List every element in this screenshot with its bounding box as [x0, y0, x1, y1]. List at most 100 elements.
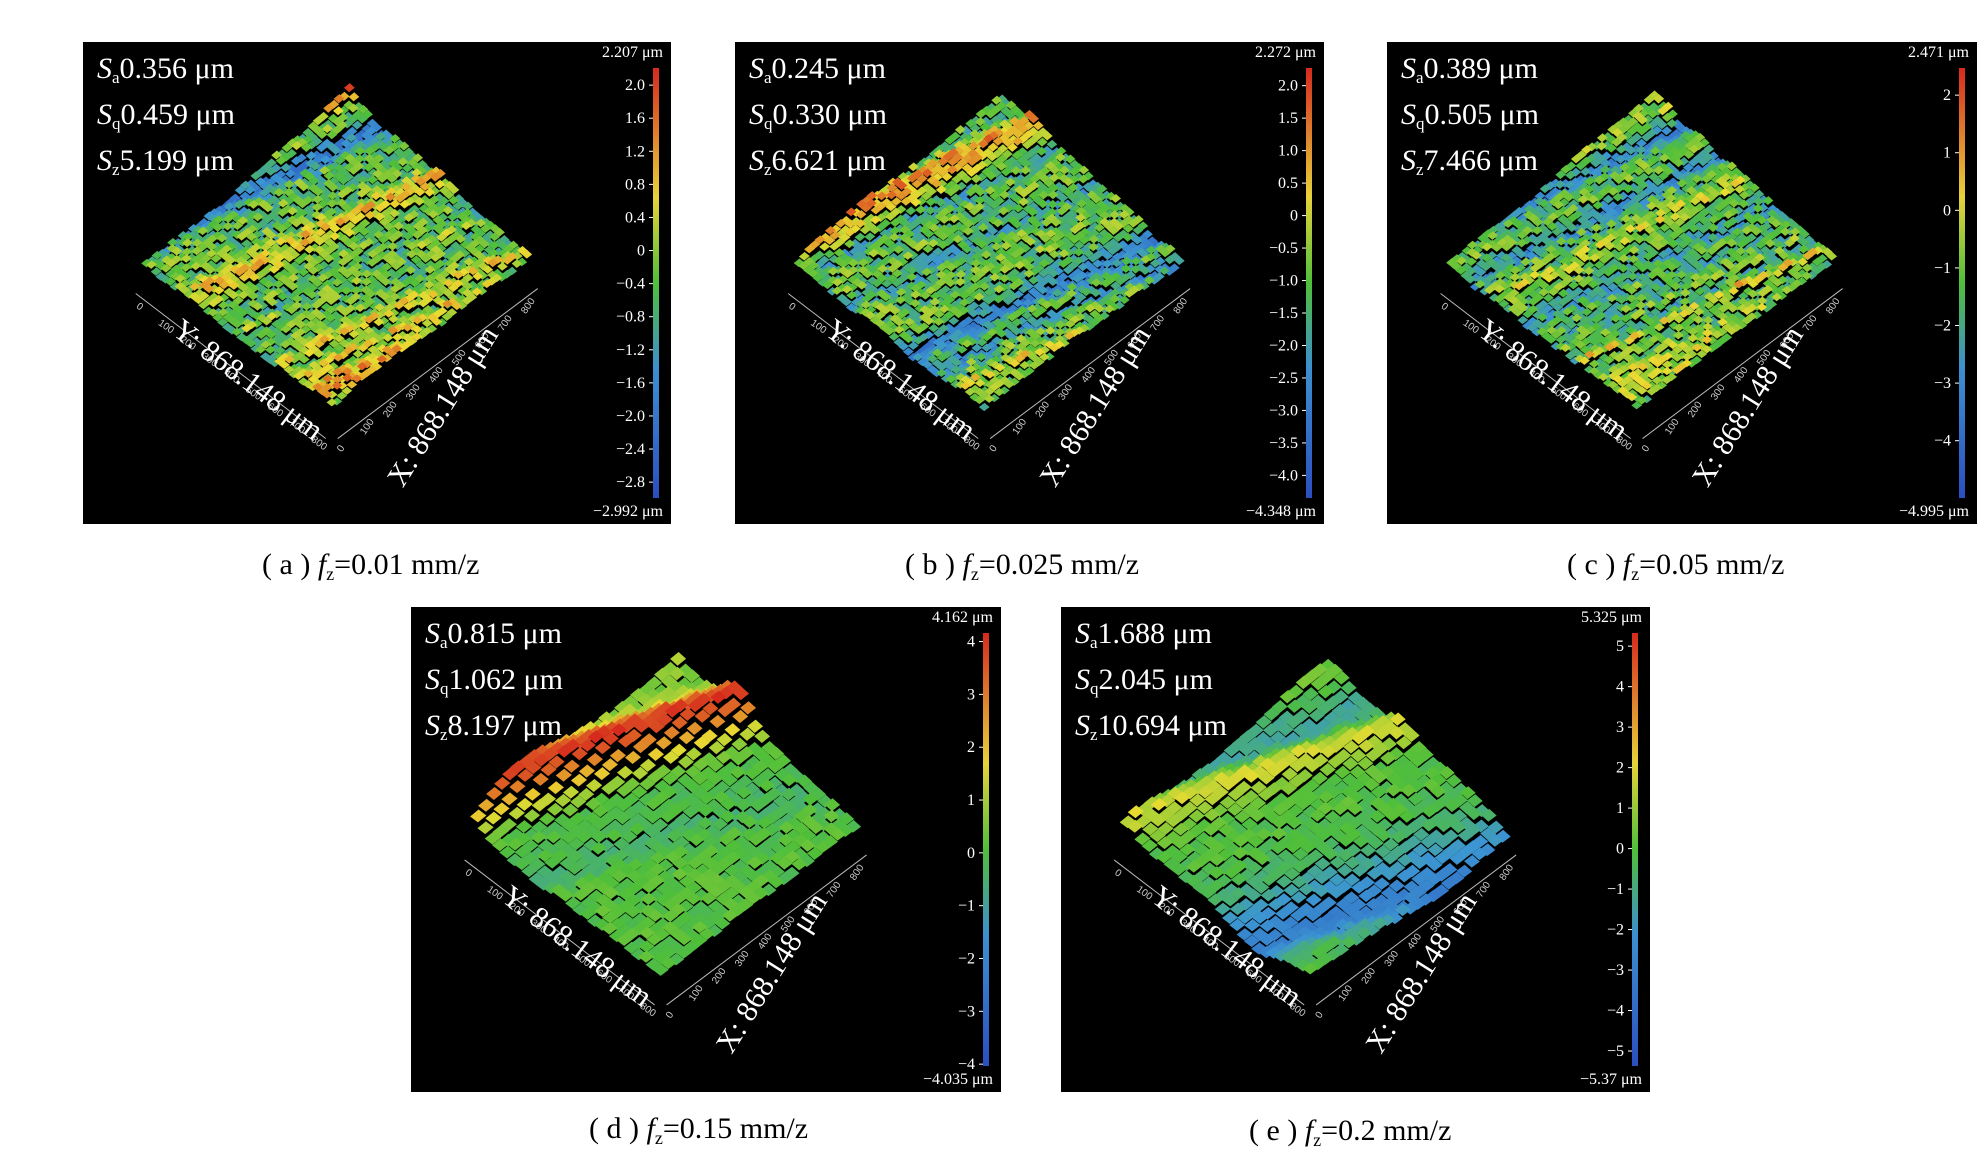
x-axis-tick-label: 800 [1172, 296, 1191, 316]
colorbar-tick-label: 4 [1616, 679, 1624, 696]
sq-value: 1.062 μm [448, 663, 563, 696]
surface-mesh [793, 94, 1185, 412]
caption-letter: d [606, 1112, 622, 1145]
colorbar-tick-label: −3 [1607, 962, 1624, 979]
roughness-stats-e: Sa1.688 μm Sq2.045 μm Sz10.694 μm [1075, 617, 1227, 744]
y-axis-line [464, 859, 655, 1006]
colorbar-tick-label: −1.2 [616, 342, 645, 359]
y-axis-tick-label: 0 [134, 301, 145, 313]
sq-value: 0.459 μm [120, 98, 235, 131]
colorbar-tick-label: −2 [1607, 922, 1624, 939]
x-axis-tick-label: 200 [1686, 399, 1705, 419]
colorbar-tick-label: −4 [1934, 433, 1951, 450]
caption-value: =0.05 mm/z [1639, 548, 1785, 581]
sq-value: 0.330 μm [772, 98, 887, 131]
x-axis-tick-label: 300 [733, 949, 752, 969]
sa-value: 0.356 μm [119, 52, 234, 85]
colorbar-tick-label: −2.0 [616, 408, 645, 425]
colorbar-tick-label: −3 [1934, 375, 1951, 392]
colorbar-max-label: 5.325 μm [1580, 609, 1642, 626]
colorbar-tick-label: −0.4 [616, 276, 645, 293]
x-axis-tick-label: 100 [358, 417, 377, 437]
colorbar-tick-label: −2.0 [1269, 337, 1298, 354]
y-axis-line [135, 293, 327, 439]
x-axis-line [666, 854, 867, 1006]
colorbar [653, 68, 659, 498]
colorbar-tick-label: 2 [1616, 760, 1624, 777]
x-axis-tick-label: 100 [687, 983, 706, 1003]
colorbar-max-label: 2.471 μm [1907, 44, 1969, 61]
colorbar-max-label: 4.162 μm [931, 609, 993, 626]
colorbar-max-label: 2.272 μm [1254, 44, 1316, 61]
colorbar-tick-label: 0.4 [625, 209, 645, 226]
x-axis-tick-label: 800 [1498, 862, 1517, 882]
caption-letter: e [1266, 1114, 1280, 1147]
caption-value: =0.025 mm/z [978, 548, 1140, 581]
caption-c: ( c ) fz=0.05 mm/z [1567, 548, 1785, 584]
colorbar-tick-label: −2.4 [616, 441, 645, 458]
colorbar-tick-label: −1.6 [616, 375, 645, 392]
x-axis-tick-label: 200 [1360, 966, 1379, 986]
colorbar-tick-label: 2 [967, 739, 975, 756]
colorbar [1306, 68, 1312, 498]
x-axis-tick-label: 0 [1314, 1009, 1326, 1020]
colorbar-tick-label: −2.5 [1269, 370, 1298, 387]
caption-value: =0.2 mm/z [1321, 1114, 1452, 1147]
colorbar-min-label: −4.348 μm [1245, 503, 1316, 520]
y-axis-tick-label: 0 [463, 867, 474, 879]
colorbar-tick-label: −4 [1607, 1003, 1624, 1020]
colorbar-tick-label: −5 [1607, 1043, 1624, 1060]
y-axis-tick-label: 0 [1439, 301, 1450, 313]
colorbar-tick-label: 1.2 [625, 143, 645, 160]
colorbar-tick-label: −0.5 [1269, 240, 1298, 257]
x-axis-line [337, 288, 539, 439]
caption-value: =0.15 mm/z [662, 1112, 809, 1145]
colorbar-tick-label: 2.0 [625, 77, 645, 94]
x-axis-tick-label: 100 [1337, 983, 1356, 1003]
sz-value: 7.466 μm [1423, 144, 1538, 177]
caption-letter: c [1584, 548, 1598, 581]
colorbar-tick-label: 2.0 [1278, 78, 1298, 95]
colorbar-tick-label: 1 [1616, 800, 1624, 817]
colorbar-tick-label: 3 [967, 686, 975, 703]
colorbar-tick-label: −2 [958, 951, 975, 968]
x-axis-tick-label: 700 [825, 880, 844, 900]
roughness-stats-a: Sa0.356 μm Sq0.459 μm Sz5.199 μm [97, 52, 235, 179]
colorbar-tick-label: 5 [1616, 638, 1624, 655]
panel-d: 4 3 2 1 0 −1 −2 −3 −4 0 0 100 100 200 200 300 300 400 400 5… [411, 607, 1001, 1092]
colorbar-tick-label: −1.5 [1269, 305, 1298, 322]
colorbar-tick-label: 0 [1290, 208, 1298, 225]
colorbar-tick-label: −3.0 [1269, 402, 1298, 419]
colorbar-min-label: −4.995 μm [1898, 503, 1969, 520]
y-axis-line [1440, 293, 1631, 439]
roughness-stats-c: Sa0.389 μm Sq0.505 μm Sz7.466 μm [1401, 52, 1539, 179]
x-axis-tick-label: 700 [1149, 313, 1168, 333]
colorbar-tick-label: −4 [958, 1056, 975, 1073]
panel-e: 5 4 3 2 1 0 −1 −2 −3 −4 −5 0 0 100 100 200 200 300 300 400 4… [1061, 607, 1650, 1092]
y-axis-line [1113, 859, 1305, 1006]
colorbar-tick-label: −1 [1607, 881, 1624, 898]
panel-b: 2.0 1.5 1.0 0.5 0 −0.5 −1.0 −1.5 −2.0 −2.5 −3.0 −3.… [735, 42, 1324, 524]
colorbar-tick-label: −3.5 [1269, 435, 1298, 452]
colorbar-tick-label: 0.5 [1278, 175, 1298, 192]
colorbar-tick-label: −2 [1934, 318, 1951, 335]
colorbar-max-label: 2.207 μm [601, 44, 663, 61]
y-axis-line [787, 293, 979, 439]
surface-plot-b: 2.0 1.5 1.0 0.5 0 −0.5 −1.0 −1.5 −2.0 −2.5 −3.0 −3.… [786, 68, 1312, 498]
colorbar-tick-label: 3 [1616, 719, 1624, 736]
x-axis-tick-label: 100 [1011, 417, 1030, 437]
colorbar-tick-label: 1.5 [1278, 110, 1298, 127]
x-axis-tick-label: 700 [1475, 880, 1494, 900]
colorbar-min-label: −5.37 μm [1579, 1071, 1642, 1088]
x-axis-tick-label: 100 [1663, 417, 1682, 437]
x-axis-tick-label: 800 [1824, 296, 1843, 316]
sz-value: 8.197 μm [447, 709, 562, 742]
caption-letter: b [922, 548, 938, 581]
x-axis-line [989, 288, 1191, 439]
sa-value: 0.815 μm [447, 617, 562, 650]
x-axis-tick-label: 0 [988, 443, 1000, 454]
caption-e: ( e ) fz=0.2 mm/z [1249, 1114, 1452, 1150]
colorbar-tick-label: −3 [958, 1003, 975, 1020]
